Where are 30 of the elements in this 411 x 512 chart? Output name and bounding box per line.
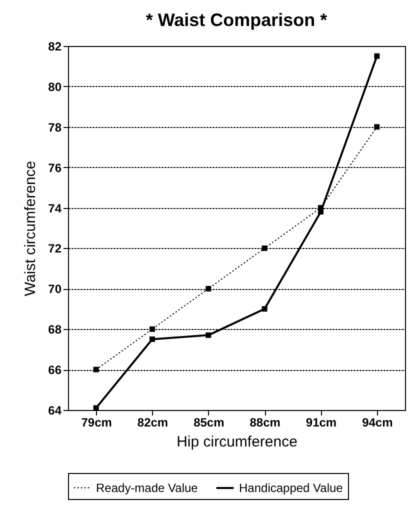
point	[374, 124, 380, 130]
y-tick-label: 74	[48, 201, 62, 216]
y-tick-label: 80	[48, 80, 62, 94]
y-tick-label: 72	[48, 242, 62, 256]
y-tick-label: 66	[48, 363, 62, 378]
point	[206, 286, 212, 292]
y-tick-label: 82	[48, 40, 62, 54]
x-axis-title: Hip circumference	[176, 434, 298, 450]
x-tick-label: 94cm	[362, 416, 393, 430]
point	[150, 326, 155, 332]
y-tick-label: 76	[48, 160, 62, 175]
y-tick-label: 68	[48, 322, 62, 337]
legend-label: Handicapped Value	[239, 481, 344, 495]
x-tick-label: 88cm	[250, 416, 280, 430]
y-axis-title: Waist circumference	[22, 160, 40, 296]
point	[262, 245, 268, 251]
y-tick-label: 70	[48, 282, 62, 296]
y-tick-label: 78	[48, 120, 62, 134]
y-tick-label: 64	[48, 404, 62, 418]
chart-title: * Waist Comparison *	[146, 10, 328, 30]
x-tick-label: 85cm	[194, 416, 224, 430]
legend-label: Ready-made Value	[96, 480, 198, 495]
point	[93, 366, 99, 372]
x-tick-label: 79cm	[81, 416, 112, 430]
point	[150, 336, 155, 342]
x-tick-label: 82cm	[137, 416, 168, 430]
point	[206, 332, 212, 338]
point	[374, 53, 380, 59]
point	[262, 306, 268, 312]
x-tick-label: 91cm	[306, 416, 337, 430]
